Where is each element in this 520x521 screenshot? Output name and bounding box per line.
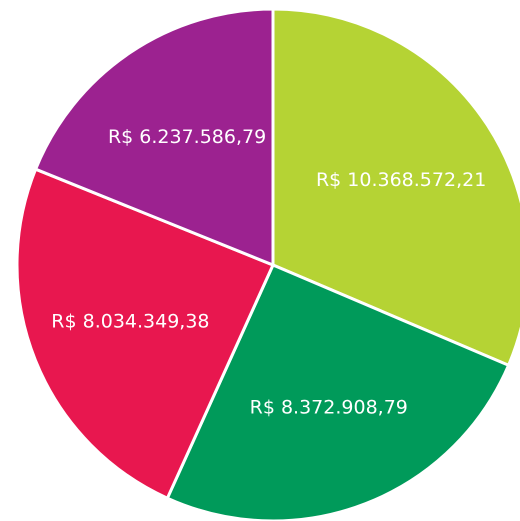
data-label: R$ 10.368.572,21 [316,169,486,191]
pie-slice [33,7,275,268]
data-label: R$ 8.372.908,79 [250,397,408,419]
pie-slice [271,7,520,368]
pie-slice [15,167,276,501]
pie-slice [165,263,511,521]
data-label: R$ 6.237.586,79 [108,126,266,148]
data-label: R$ 8.034.349,38 [51,311,209,333]
